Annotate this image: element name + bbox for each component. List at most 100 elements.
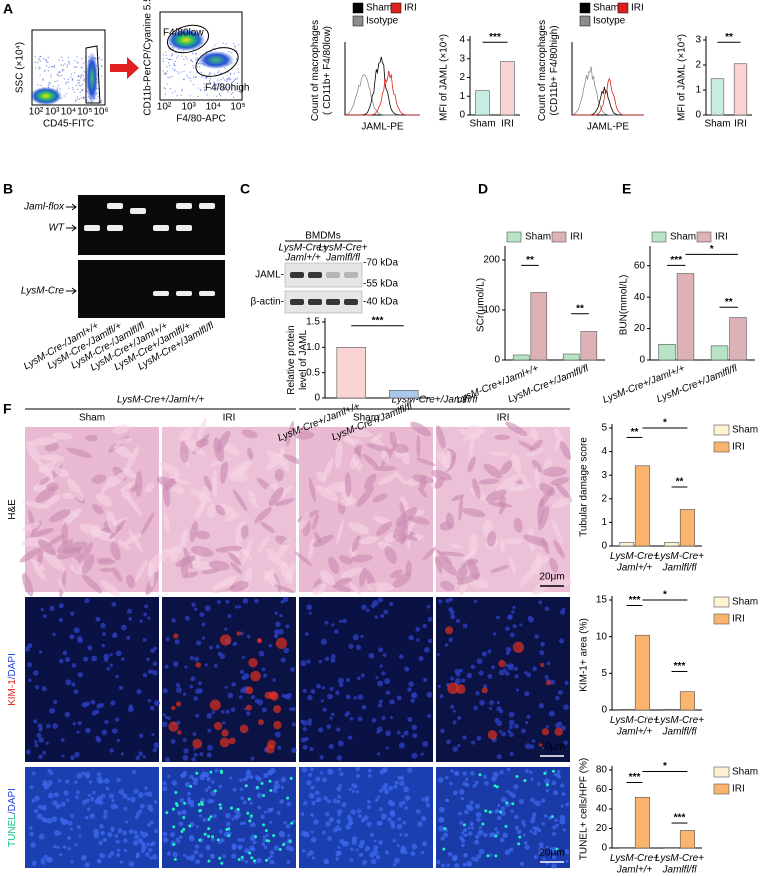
nucleus bbox=[58, 779, 62, 783]
flow-dot bbox=[162, 70, 164, 72]
flow-dot bbox=[191, 52, 194, 55]
nucleus bbox=[408, 681, 414, 687]
nucleus bbox=[559, 814, 566, 821]
nucleus bbox=[351, 789, 356, 793]
flow-dot bbox=[208, 73, 210, 76]
nucleus bbox=[404, 795, 411, 801]
tissue bbox=[113, 444, 131, 458]
tunel-signal bbox=[484, 809, 488, 813]
flow-dot bbox=[53, 65, 56, 67]
tissue bbox=[37, 539, 56, 556]
nucleus bbox=[379, 664, 383, 668]
y-axis-label: MFI of JAML (×10⁴) bbox=[439, 34, 450, 121]
tissue bbox=[279, 562, 293, 585]
nucleus bbox=[383, 609, 389, 615]
tissue bbox=[434, 556, 443, 574]
flow-dot bbox=[222, 77, 224, 79]
y-tick-label: 40 bbox=[596, 804, 608, 815]
tissue bbox=[52, 432, 73, 440]
nucleus bbox=[381, 816, 385, 820]
nucleus bbox=[179, 797, 185, 803]
nucleus bbox=[250, 756, 255, 761]
nucleus bbox=[474, 834, 480, 839]
flow-dot bbox=[210, 73, 212, 75]
nucleus bbox=[162, 831, 168, 837]
nucleus bbox=[308, 773, 313, 778]
nucleus bbox=[162, 688, 168, 694]
nucleus bbox=[76, 730, 80, 734]
nucleus bbox=[249, 845, 255, 851]
nucleus bbox=[73, 689, 79, 695]
nucleus bbox=[139, 733, 144, 738]
bar bbox=[500, 61, 515, 116]
nucleus bbox=[375, 854, 381, 860]
bar bbox=[664, 708, 680, 711]
tissue bbox=[505, 421, 528, 437]
flow-dot bbox=[191, 61, 194, 63]
nucleus bbox=[62, 845, 67, 849]
nucleus bbox=[115, 675, 119, 679]
tissue bbox=[230, 562, 243, 574]
panel-label: F bbox=[3, 401, 12, 417]
tissue bbox=[554, 577, 573, 587]
y-tick-label: 5 bbox=[601, 423, 607, 434]
flow-dot bbox=[47, 56, 49, 59]
nucleus bbox=[438, 806, 445, 813]
flow-dot bbox=[233, 79, 236, 82]
nucleus bbox=[69, 634, 75, 640]
tissue bbox=[37, 461, 54, 479]
nucleus bbox=[128, 829, 134, 834]
nucleus bbox=[376, 730, 380, 734]
tissue bbox=[96, 493, 113, 507]
flow-dot bbox=[62, 64, 64, 66]
tunel-signal bbox=[203, 832, 207, 836]
flow-dot bbox=[215, 84, 218, 86]
nucleus bbox=[446, 863, 450, 867]
nucleus bbox=[502, 832, 508, 839]
tissue bbox=[523, 534, 549, 547]
nucleus bbox=[46, 723, 51, 729]
legend-swatch bbox=[352, 2, 364, 14]
flow-dot bbox=[237, 71, 240, 74]
tunel-signal bbox=[248, 819, 252, 823]
nucleus bbox=[115, 839, 120, 844]
flow-dot bbox=[51, 65, 53, 68]
nucleus bbox=[331, 712, 335, 717]
nucleus bbox=[476, 817, 481, 823]
tissue bbox=[69, 563, 82, 575]
nucleus bbox=[43, 818, 48, 823]
nucleus bbox=[34, 743, 39, 748]
tissue bbox=[265, 548, 282, 560]
nucleus bbox=[415, 627, 420, 632]
nucleus bbox=[269, 820, 273, 824]
nucleus bbox=[555, 695, 560, 701]
nucleus bbox=[382, 767, 388, 773]
nucleus bbox=[563, 704, 569, 710]
flow-dot bbox=[192, 67, 195, 69]
blot-band bbox=[290, 272, 304, 278]
nucleus bbox=[269, 859, 275, 865]
flow-dot bbox=[171, 92, 174, 94]
tunel-signal bbox=[183, 801, 187, 805]
nucleus bbox=[252, 840, 257, 845]
flow-dot bbox=[230, 93, 232, 96]
column-label: Sham bbox=[79, 413, 105, 424]
nucleus bbox=[192, 732, 197, 737]
tissue bbox=[350, 554, 373, 563]
nucleus bbox=[262, 835, 267, 840]
nucleus bbox=[519, 623, 523, 627]
legend-swatch bbox=[390, 2, 402, 14]
gel-band bbox=[107, 203, 123, 209]
flow-dot bbox=[189, 80, 192, 82]
y-tick-label: 60 bbox=[634, 260, 646, 271]
flow-dot bbox=[81, 67, 84, 69]
tissue bbox=[92, 504, 104, 515]
tissue bbox=[135, 470, 143, 498]
nucleus bbox=[184, 781, 191, 788]
flow-dot bbox=[39, 67, 41, 70]
tunel-signal bbox=[246, 811, 250, 815]
y-axis-label: MFI of JAML (×10⁴) bbox=[677, 34, 688, 121]
tissue bbox=[263, 568, 275, 582]
nucleus bbox=[440, 728, 445, 734]
nucleus bbox=[178, 821, 184, 827]
